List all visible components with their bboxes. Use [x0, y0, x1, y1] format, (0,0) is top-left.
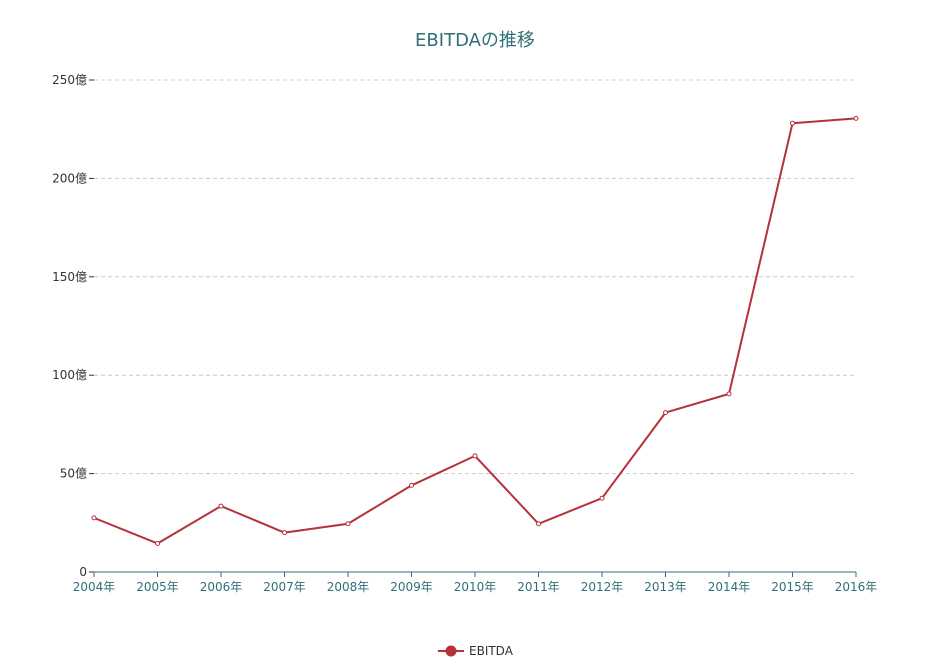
chart-title: EBITDAの推移	[415, 30, 535, 51]
legend[interactable]: EBITDA	[438, 644, 514, 658]
y-tick-label: 200億	[52, 171, 87, 185]
x-tick-label: 2007年	[263, 580, 306, 594]
x-tick-label: 2009年	[390, 580, 433, 594]
x-tick-label: 2008年	[327, 580, 370, 594]
grid-lines	[94, 79, 856, 475]
data-point[interactable]	[282, 530, 287, 536]
data-point[interactable]	[218, 503, 224, 509]
y-tick-label: 50億	[60, 467, 87, 481]
data-point[interactable]	[726, 391, 732, 397]
data-point[interactable]	[91, 515, 97, 521]
x-axis: 2004年 2005年 2006年 2007年 2008年 2009年 2010年 2011年…	[73, 571, 878, 594]
data-point[interactable]	[155, 540, 160, 546]
x-tick-label: 2014年	[708, 580, 751, 594]
x-tick-label: 2015年	[771, 580, 814, 594]
data-point[interactable]	[790, 120, 795, 126]
data-point[interactable]	[663, 410, 668, 416]
y-tick-label: 100億	[52, 368, 87, 382]
x-tick-label: 2012年	[581, 580, 624, 594]
x-tick-label: 2005年	[136, 580, 179, 594]
y-tick-label: 150億	[52, 270, 87, 284]
data-point[interactable]	[853, 115, 859, 121]
legend-label[interactable]: EBITDA	[469, 644, 514, 658]
data-point[interactable]	[409, 482, 414, 488]
x-tick-label: 2011年	[517, 580, 560, 594]
x-tick-label: 2006年	[200, 580, 243, 594]
data-point[interactable]	[536, 521, 541, 527]
y-tick-label: 250億	[52, 73, 87, 87]
data-point[interactable]	[472, 453, 478, 459]
legend-marker[interactable]	[445, 645, 457, 657]
series-line	[93, 117, 857, 545]
x-tick-label: 2013年	[644, 580, 687, 594]
x-tick-label: 2010年	[454, 580, 497, 594]
x-tick-label: 2004年	[73, 580, 116, 594]
series-ebitda	[91, 115, 859, 546]
y-axis: 0 50億 100億 150億 200億 250億	[52, 73, 94, 579]
data-point[interactable]	[345, 521, 351, 527]
x-tick-label: 2016年	[835, 580, 878, 594]
y-tick-label: 0	[79, 565, 87, 579]
data-point[interactable]	[599, 495, 605, 501]
